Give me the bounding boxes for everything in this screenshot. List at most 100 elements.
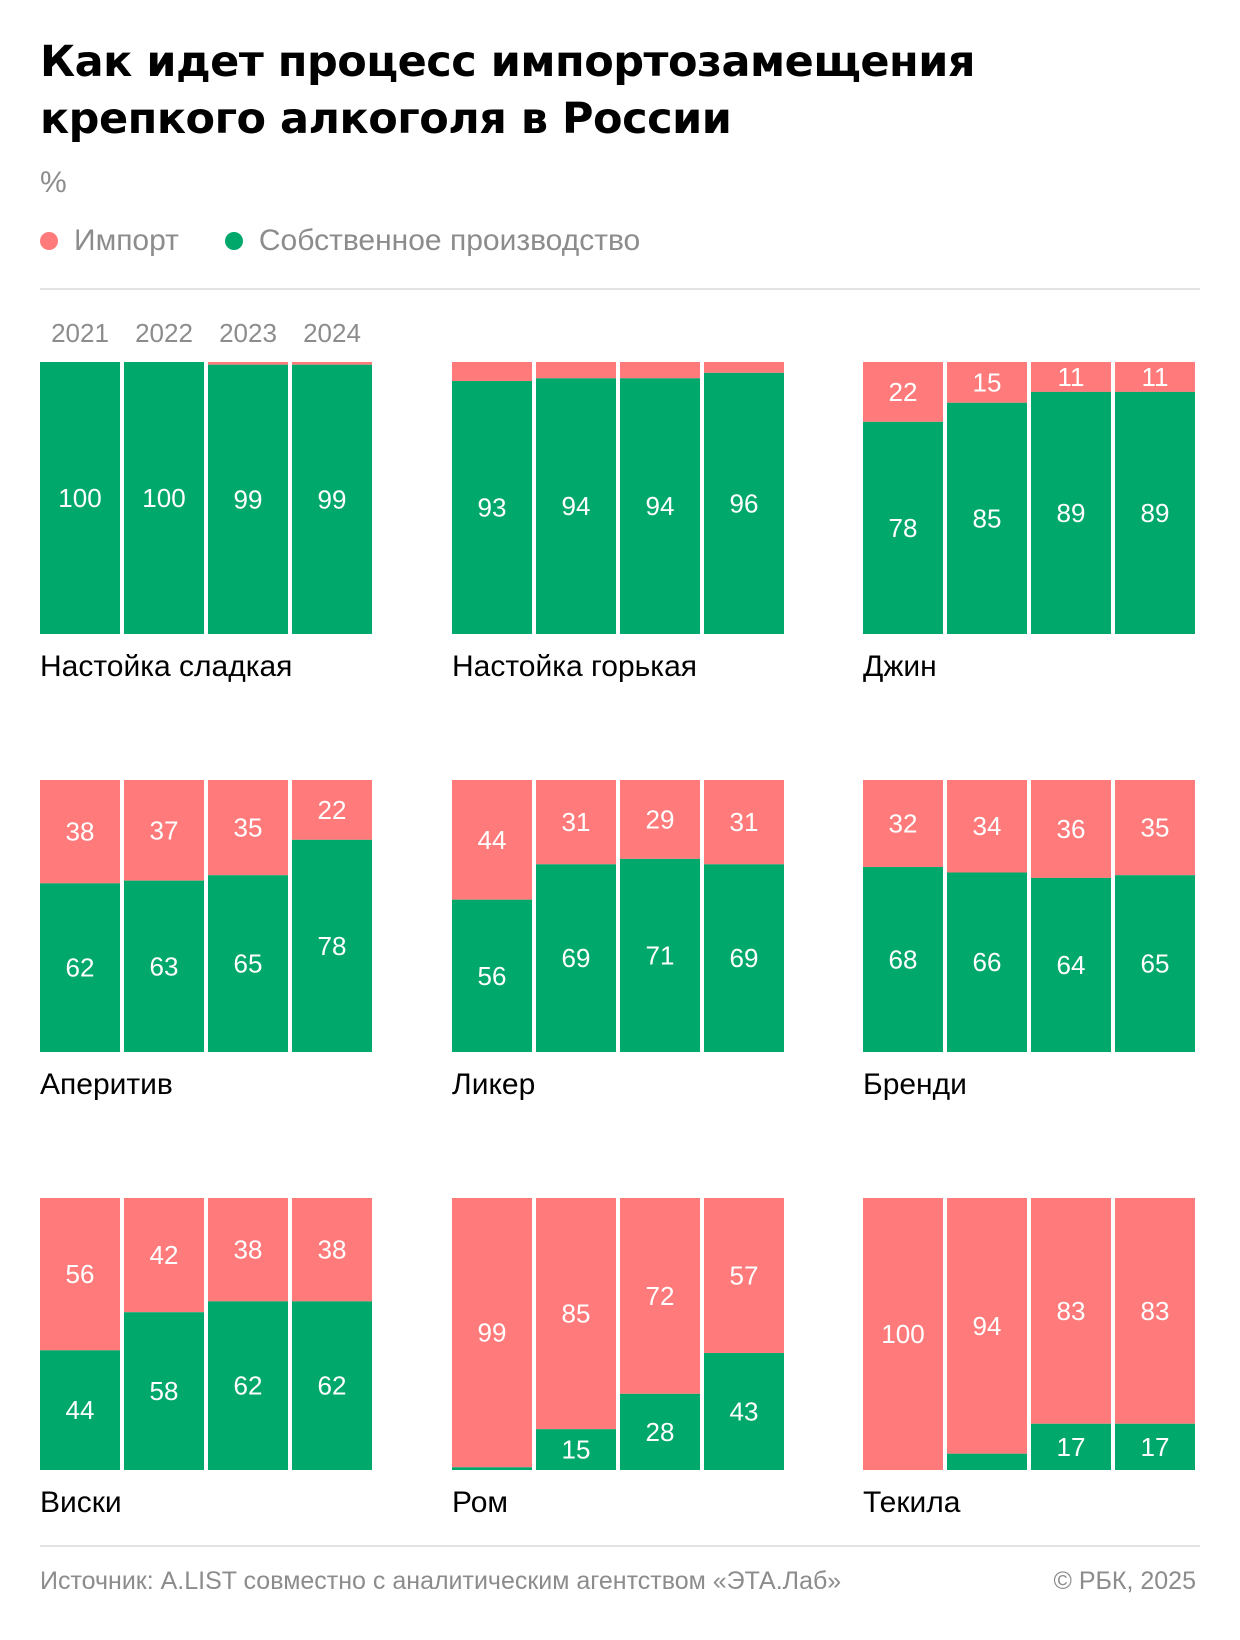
import-value-label: 37 [150, 815, 179, 845]
bar-import-segment [863, 362, 943, 422]
panel-title-текила: Текила [863, 1486, 961, 1519]
bar-own-segment [208, 875, 288, 1052]
panel-3: 22 78 15 85 11 89 11 89 Джин [863, 362, 1195, 683]
bar-own-segment [40, 1350, 120, 1470]
panel-6: 32 68 34 66 36 64 35 65 Бренди [863, 780, 1195, 1101]
legend-swatch-import [40, 232, 58, 250]
bar-own-segment [292, 839, 372, 1052]
bar-import-segment [536, 1198, 616, 1430]
import-value-label: 85 [562, 1299, 591, 1329]
bar-import-segment [124, 780, 204, 881]
own-value-label: 94 [562, 491, 591, 521]
import-value-label: 38 [234, 1235, 263, 1265]
bar-own-segment [536, 864, 616, 1052]
bar-own-segment [620, 858, 700, 1052]
year-label: 2024 [303, 318, 361, 348]
bar-own-segment [947, 1453, 1027, 1470]
own-value-label: 64 [1057, 950, 1086, 980]
panel-title-настойка-сладкая: Настойка сладкая [40, 650, 292, 683]
bar-own-segment [292, 364, 372, 634]
bar-own-segment [452, 381, 532, 634]
bar-own-segment [947, 402, 1027, 634]
bar-own-segment [208, 364, 288, 634]
legend-label-own: Собственное производство [258, 224, 641, 257]
bar-import-segment [536, 362, 616, 379]
panel-5: 44 56 31 69 29 71 31 69 Ликер [452, 780, 784, 1101]
own-value-label: 63 [150, 951, 179, 981]
bar-import-segment [40, 1198, 120, 1351]
bar-import-segment [620, 362, 700, 379]
own-value-label: 99 [234, 484, 263, 514]
import-value-label: 22 [318, 795, 347, 825]
panel-title-настойка-горькая: Настойка горькая [452, 650, 697, 683]
own-value-label: 78 [318, 931, 347, 961]
bar-own-segment [40, 362, 120, 634]
own-value-label: 71 [646, 940, 675, 970]
own-value-label: 65 [1141, 949, 1170, 979]
import-value-label: 22 [889, 377, 918, 407]
own-value-label: 69 [730, 943, 759, 973]
panel-9: 100 94 83 17 83 17 Текила [863, 1198, 1195, 1519]
bar-own-segment [620, 378, 700, 634]
bar-import-segment [863, 780, 943, 868]
import-value-label: 44 [478, 825, 507, 855]
panel-title-ликер: Ликер [452, 1068, 535, 1101]
import-value-label: 57 [730, 1261, 759, 1291]
legend-swatch-own [224, 232, 243, 250]
panel-title-ром: Ром [452, 1486, 508, 1519]
own-value-label: 66 [973, 947, 1002, 977]
bar-import-segment [292, 780, 372, 840]
own-value-label: 43 [730, 1397, 759, 1427]
bar-own-segment [124, 1312, 204, 1470]
own-value-label: 17 [1141, 1432, 1170, 1462]
panel-title-бренди: Бренди [863, 1068, 967, 1101]
bar-import-segment [208, 362, 288, 365]
year-label: 2023 [219, 318, 277, 348]
own-value-label: 28 [646, 1417, 675, 1447]
bar-import-segment [1115, 780, 1195, 876]
legend: Импорт Собственное производство [40, 224, 686, 258]
import-value-label: 11 [1058, 362, 1085, 392]
bar-import-segment [947, 362, 1027, 403]
import-value-label: 56 [66, 1259, 95, 1289]
import-value-label: 31 [730, 807, 759, 837]
bar-import-segment [1115, 362, 1195, 392]
import-value-label: 38 [66, 817, 95, 847]
bar-own-segment [863, 421, 943, 634]
panel-4: 38 62 37 63 35 65 22 78 Аперитив [40, 780, 372, 1101]
own-value-label: 15 [562, 1435, 591, 1465]
bar-import-segment [704, 1198, 784, 1354]
import-value-label: 32 [889, 809, 918, 839]
own-value-label: 93 [478, 493, 507, 523]
own-value-label: 78 [889, 513, 918, 543]
panel-title-джин: Джин [863, 650, 937, 683]
bar-import-segment [208, 780, 288, 876]
import-value-label: 11 [1142, 362, 1169, 392]
bar-import-segment [40, 780, 120, 884]
bar-own-segment [208, 1301, 288, 1470]
bar-own-segment [292, 1301, 372, 1470]
bar-own-segment [704, 1353, 784, 1470]
panel-8: 99 85 15 72 28 57 43 Ром [452, 1198, 784, 1519]
bar-own-segment [863, 867, 943, 1052]
import-value-label: 29 [646, 804, 675, 834]
bar-own-segment [1031, 1423, 1111, 1470]
bar-import-segment [1115, 1198, 1195, 1424]
bar-own-segment [1115, 875, 1195, 1052]
bar-own-segment [40, 883, 120, 1052]
bar-own-segment [452, 1467, 532, 1470]
import-value-label: 83 [1141, 1296, 1170, 1326]
import-value-label: 94 [973, 1311, 1002, 1341]
own-value-label: 58 [150, 1376, 179, 1406]
import-value-label: 34 [973, 811, 1002, 841]
bar-own-segment [1115, 391, 1195, 634]
own-value-label: 94 [646, 491, 675, 521]
legend-item-own: Собственное производство [224, 224, 641, 258]
bar-own-segment [124, 880, 204, 1052]
own-value-label: 62 [234, 1371, 263, 1401]
bar-import-segment [620, 780, 700, 859]
own-value-label: 44 [66, 1395, 95, 1425]
bar-own-segment [704, 864, 784, 1052]
bar-own-segment [1115, 1423, 1195, 1470]
own-value-label: 96 [730, 488, 759, 518]
